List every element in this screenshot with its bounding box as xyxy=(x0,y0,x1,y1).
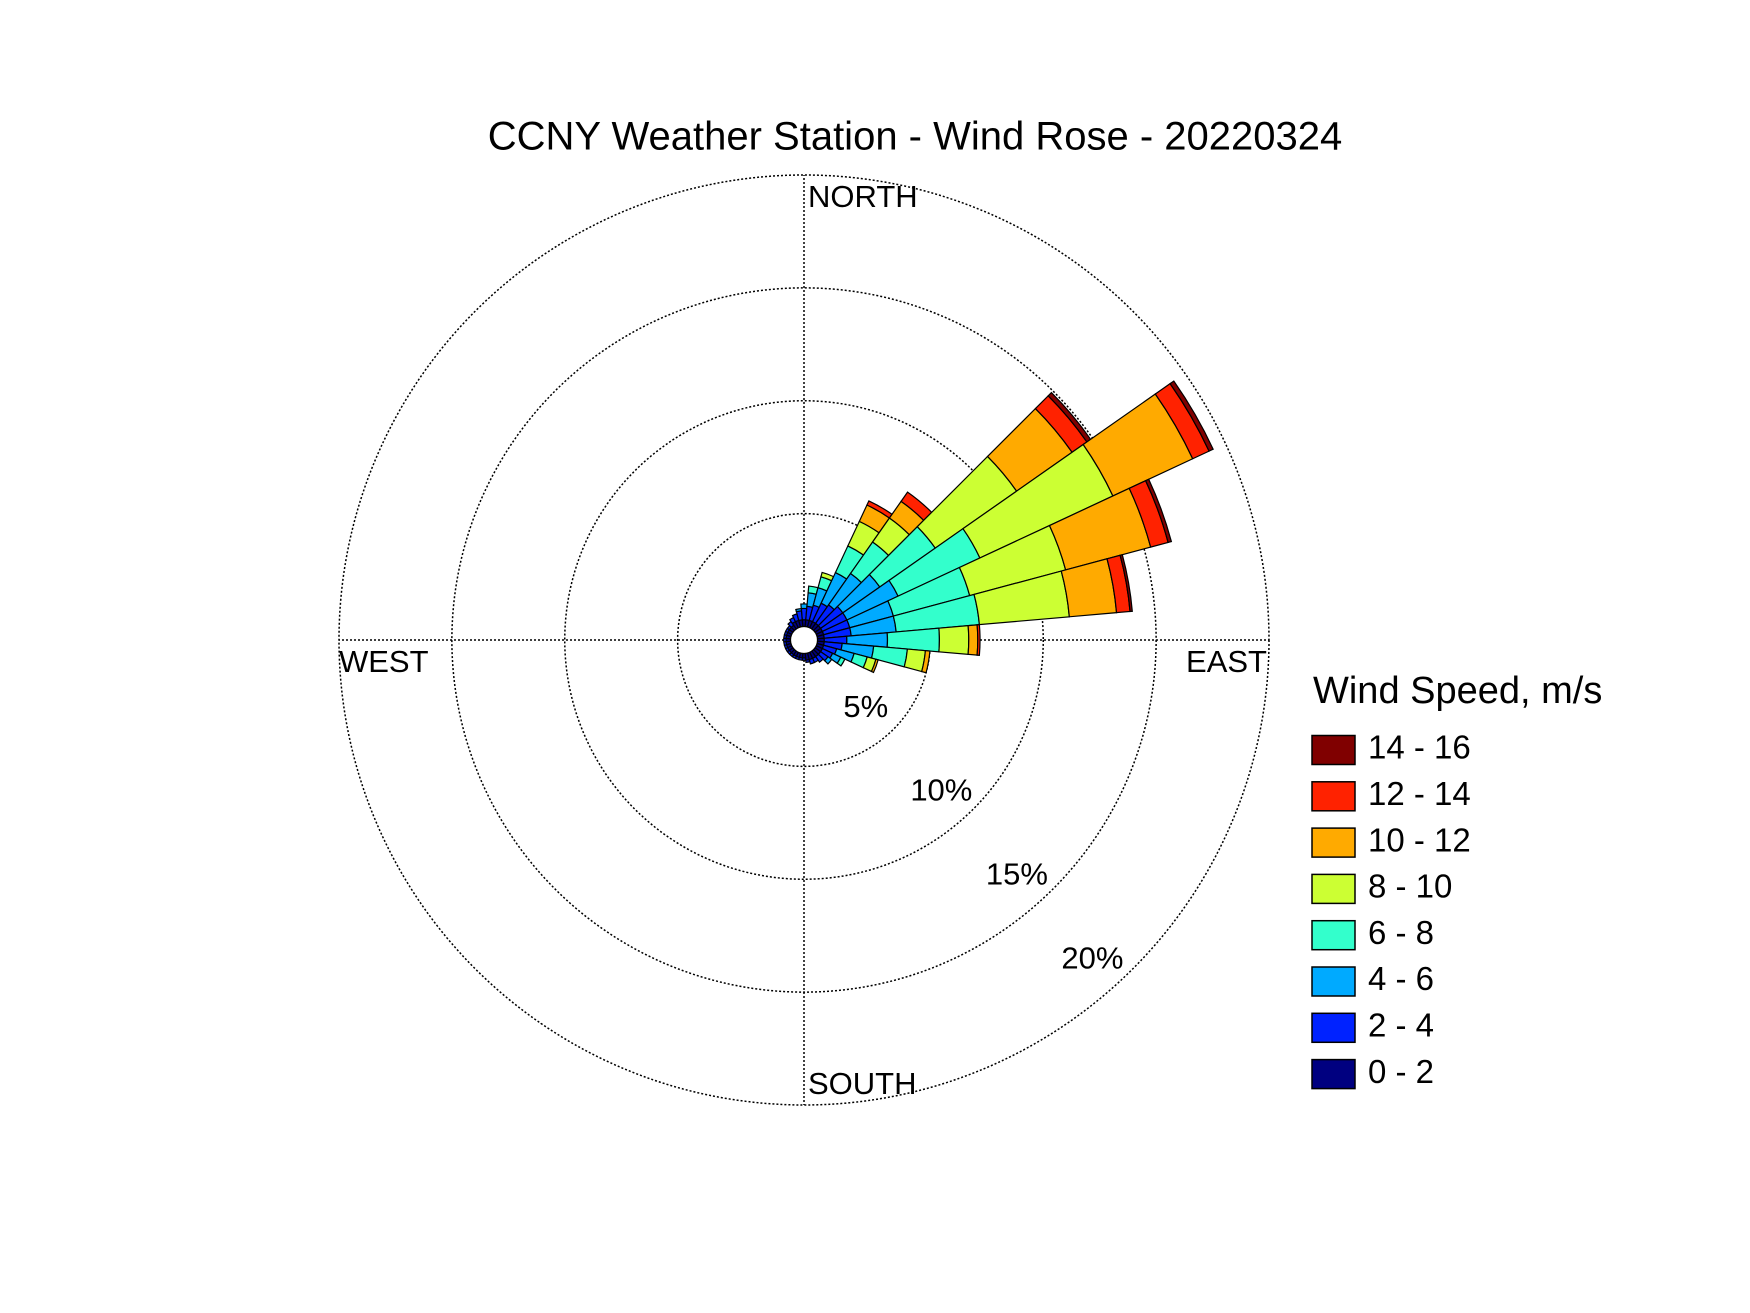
wedge xyxy=(800,603,808,610)
wedge xyxy=(808,657,816,665)
grid-circle xyxy=(564,400,1044,880)
wedge xyxy=(870,658,879,674)
wedge xyxy=(938,624,970,656)
r-tick-label: 15% xyxy=(986,857,1048,892)
wedge xyxy=(1119,553,1133,613)
wedge xyxy=(814,653,824,663)
center-hole xyxy=(789,625,819,655)
legend-swatch xyxy=(1311,734,1356,766)
wedge xyxy=(805,658,811,664)
legend-swatch xyxy=(1311,781,1356,812)
legend-label: 14 - 16 xyxy=(1368,729,1471,766)
legend-label: 2 - 4 xyxy=(1368,1007,1434,1044)
wedge xyxy=(836,656,846,667)
legend-swatch xyxy=(1311,827,1356,858)
wedge xyxy=(1144,478,1173,544)
wedge xyxy=(1169,380,1214,452)
legend-swatch xyxy=(1311,1012,1356,1044)
wedge xyxy=(823,655,833,665)
wedges xyxy=(783,380,1214,674)
legend-swatch xyxy=(1311,966,1356,997)
r-tick-label: 20% xyxy=(1061,940,1123,975)
legend-label: 6 - 8 xyxy=(1368,914,1434,951)
r-tick-label: 5% xyxy=(843,689,888,724)
legend-label: 0 - 2 xyxy=(1368,1053,1434,1090)
legend-label: 12 - 14 xyxy=(1368,775,1471,812)
legend-label: 10 - 12 xyxy=(1368,821,1471,858)
wedge xyxy=(967,624,979,656)
direction-label: WEST xyxy=(339,644,429,679)
legend-swatch xyxy=(1311,919,1356,951)
grid-circle xyxy=(338,174,1270,1106)
grid-circle xyxy=(451,287,1157,993)
wedge xyxy=(920,649,931,674)
legend-label: 4 - 6 xyxy=(1368,960,1434,997)
direction-label: NORTH xyxy=(808,179,918,214)
wedge xyxy=(976,624,981,656)
direction-label: SOUTH xyxy=(808,1066,917,1101)
chart-title: CCNY Weather Station - Wind Rose - 20220… xyxy=(488,115,1343,159)
legend-title: Wind Speed, m/s xyxy=(1313,670,1602,712)
direction-label: EAST xyxy=(1186,644,1267,679)
legend-swatch xyxy=(1311,1058,1356,1090)
legend-swatch xyxy=(1311,873,1356,905)
r-tick-label: 10% xyxy=(910,773,972,808)
legend-label: 8 - 10 xyxy=(1368,868,1452,905)
wedge xyxy=(795,607,803,613)
